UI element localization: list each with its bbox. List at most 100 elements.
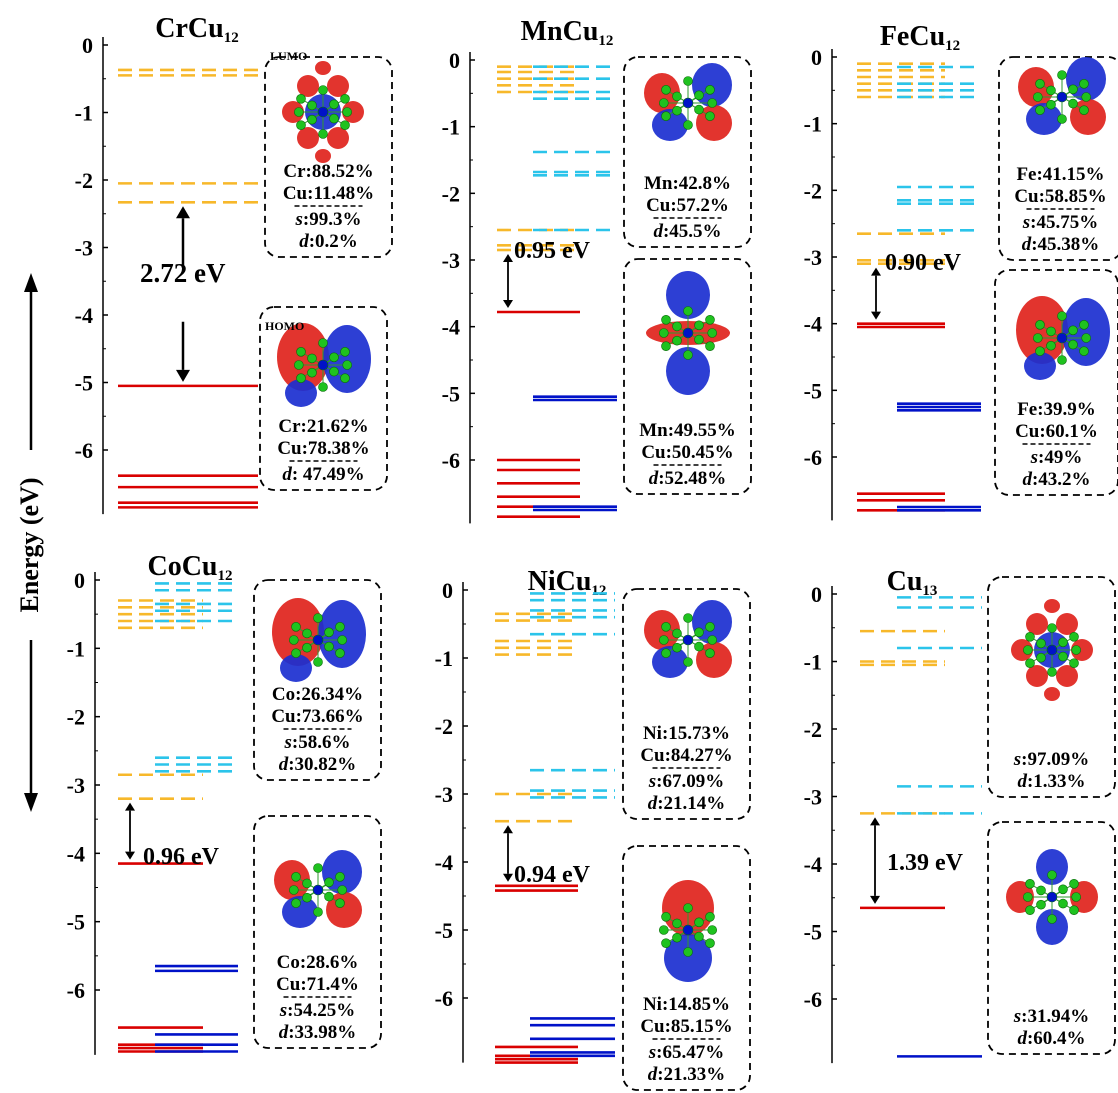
atom-sphere <box>340 373 350 384</box>
panel-title-base: FeCu <box>880 21 945 52</box>
gap-arrow <box>503 825 513 882</box>
axis-tick-label: -6 <box>75 438 93 463</box>
atom-sphere <box>661 621 671 632</box>
atom-sphere <box>672 918 682 929</box>
atom-sphere <box>683 947 693 957</box>
atom-sphere <box>694 334 704 345</box>
homo-orbital-picture <box>1016 296 1110 380</box>
composition-text: Ni:15.73% <box>643 723 730 744</box>
homo-orbital-picture <box>658 880 718 982</box>
atom-sphere <box>1057 311 1067 321</box>
lumo-orbital-picture <box>644 63 732 141</box>
atom-sphere <box>324 891 334 902</box>
atom-sphere <box>335 898 345 909</box>
atom-sphere <box>329 366 339 377</box>
lumo-orbital-picture <box>1018 57 1106 135</box>
atom-sphere <box>1057 114 1067 124</box>
atom-sphere <box>296 94 306 104</box>
panel-title-subscript: 12 <box>224 30 239 46</box>
orbital-character-text: d:1.33% <box>1017 771 1085 792</box>
composition-text: Co:28.6% <box>277 952 359 973</box>
axis-tick-label: -1 <box>442 115 460 140</box>
atom-sphere <box>296 346 306 357</box>
gap-label: 0.94 eV <box>514 862 591 888</box>
atom-sphere <box>1058 884 1068 895</box>
orbital-lobe <box>696 642 732 678</box>
atom-sphere <box>313 657 323 667</box>
atom-sphere <box>307 100 317 111</box>
gap-label: 1.39 eV <box>887 850 964 876</box>
lumo-box-frame <box>998 56 1118 261</box>
atom-sphere <box>293 360 304 370</box>
lumo-tag: LUMO <box>270 49 307 63</box>
atom-sphere <box>307 353 317 364</box>
orbital-lobe <box>1011 639 1033 661</box>
atom-sphere <box>1036 638 1046 649</box>
orbital-character-text: s:99.3% <box>295 209 362 230</box>
atom-sphere <box>694 104 704 115</box>
composition-text: Cu:78.38% <box>277 438 369 459</box>
orbital-lobe <box>1026 613 1048 636</box>
atom-sphere <box>307 114 317 125</box>
orbital-lobe <box>666 271 710 319</box>
axis-tick-label: -4 <box>435 850 453 875</box>
atom-sphere <box>707 925 718 935</box>
atom-sphere <box>1025 631 1035 642</box>
atom-sphere <box>682 924 694 936</box>
atom-sphere <box>1079 105 1089 115</box>
panel-title-base: CrCu <box>155 13 223 44</box>
atom-sphere <box>1069 631 1079 642</box>
atom-sphere <box>1036 899 1046 910</box>
panel-ni: NiCu12 0 -1 -2 -3 -4 -5 -6 0.94 eV Ni:15.73%Cu:84… <box>435 566 751 1091</box>
lumo-orbital-box: Ni:15.73%Cu:84.27% s:67.09%d:21.14% <box>622 588 751 820</box>
atom-sphere <box>1046 99 1056 110</box>
energy-arrow-head-down <box>24 793 38 812</box>
atom-sphere <box>694 627 704 638</box>
gap-label: 0.95 eV <box>514 238 591 264</box>
axis-tick-label: -1 <box>67 636 85 661</box>
homo-box-frame <box>987 821 1116 1055</box>
atom-sphere <box>694 917 704 928</box>
atom-sphere <box>1047 623 1057 633</box>
atom-sphere <box>335 648 345 659</box>
panel-title: Cu13 <box>887 566 938 599</box>
atom-sphere <box>1056 91 1068 103</box>
atom-sphere <box>1058 898 1068 909</box>
atom-sphere <box>324 877 334 888</box>
atom-sphere <box>291 898 301 909</box>
atom-sphere <box>1079 319 1089 330</box>
axis-tick-label: -4 <box>804 312 822 337</box>
homo-orbital-picture <box>1006 849 1098 945</box>
orbital-character-text: s:97.09% <box>1013 749 1089 770</box>
atom-sphere <box>1069 905 1079 916</box>
atom-sphere <box>672 105 682 116</box>
composition-text: Cr:88.52% <box>283 161 373 182</box>
atom-sphere <box>291 871 301 882</box>
atom-sphere <box>705 621 715 632</box>
atom-sphere <box>302 642 312 653</box>
homo-orbital-box: Co:28.6%Cu:71.4% s:54.25%d:33.98% <box>253 815 382 1049</box>
atom-sphere <box>661 648 671 659</box>
atom-sphere <box>1068 339 1078 350</box>
atom-sphere <box>1081 92 1091 102</box>
atom-sphere <box>302 878 312 889</box>
orbital-character-text: d:21.33% <box>648 1064 726 1085</box>
atom-sphere <box>291 621 301 632</box>
atom-sphere <box>705 85 715 95</box>
axis-tick-label: -5 <box>435 918 453 943</box>
atom-sphere <box>694 641 704 652</box>
orbital-lobe <box>1044 599 1060 613</box>
axis-tick-label: -5 <box>804 920 822 945</box>
atom-sphere <box>296 120 306 130</box>
axis-tick-label: -4 <box>804 852 822 877</box>
gap-arrow <box>870 817 880 904</box>
atom-sphere <box>661 938 671 949</box>
atom-sphere <box>672 642 682 653</box>
orbital-character-text: d:52.48% <box>649 468 727 489</box>
composition-text: Cu:60.1% <box>1015 421 1098 442</box>
atom-sphere <box>1068 98 1078 109</box>
axis-tick-label: -4 <box>75 303 93 328</box>
orbital-character-text: d:43.2% <box>1022 469 1090 490</box>
atom-sphere <box>1071 892 1081 902</box>
